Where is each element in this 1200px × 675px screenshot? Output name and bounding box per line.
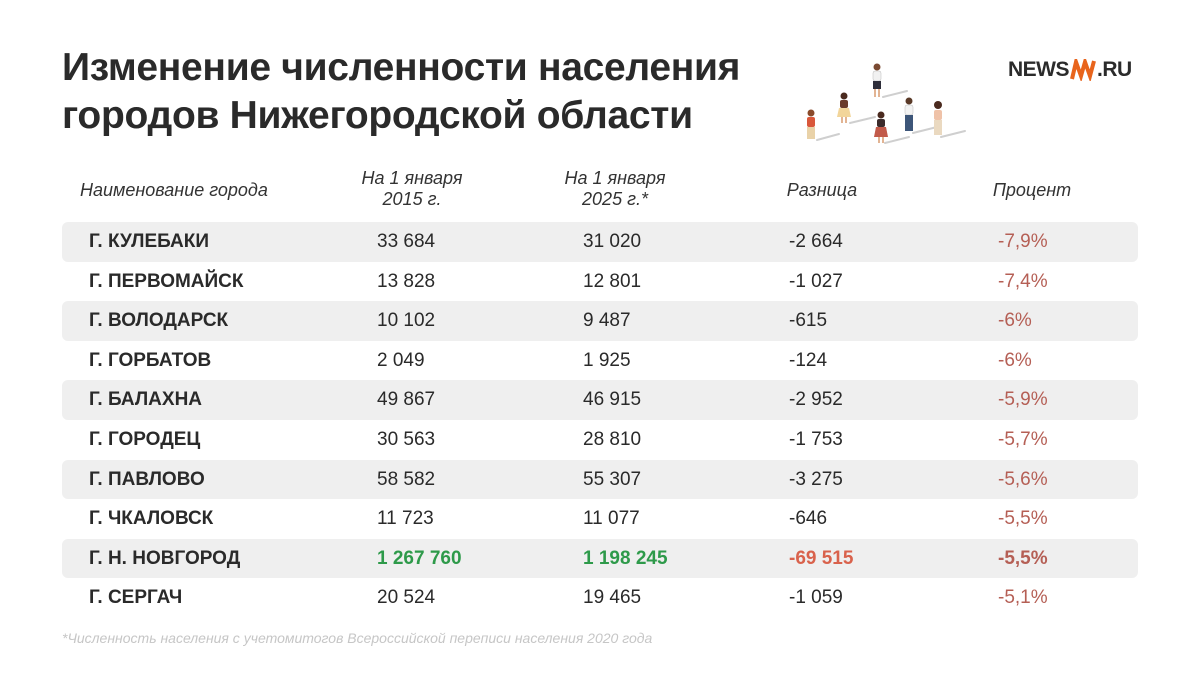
difference: -124	[789, 349, 828, 371]
header-pct: Процент	[962, 180, 1102, 201]
header-diff-text: Разница	[786, 180, 858, 200]
percent: -6%	[998, 349, 1032, 371]
population-2015: 11 723	[377, 508, 434, 530]
newsnn-logo[interactable]: NEWS .RU	[1008, 58, 1132, 82]
population-2025: 11 077	[583, 508, 640, 530]
header-city-name-text: Наименование города	[80, 180, 268, 200]
population-2015: 13 828	[377, 270, 436, 292]
table-row: Г. ЧКАЛОВСК 11 723 11 077 -646 -5,5%	[62, 499, 1138, 539]
city-name: Г. Н. НОВГОРОД	[89, 547, 241, 569]
table-row: Г. КУЛЕБАКИ 33 684 31 020 -2 664 -7,9%	[62, 222, 1138, 262]
difference: -69 515	[789, 547, 854, 569]
percent: -5,7%	[998, 428, 1048, 450]
population-2025: 55 307	[583, 468, 642, 490]
table-row: Г. ГОРБАТОВ 2 049 1 925 -124 -6%	[62, 341, 1138, 381]
population-2025: 1 198 245	[583, 547, 668, 569]
header-2025-line1: На 1 января	[564, 168, 666, 188]
difference: -1 027	[789, 270, 843, 292]
city-name: Г. ВОЛОДАРСК	[89, 310, 229, 332]
city-name: Г. ПАВЛОВО	[89, 468, 205, 490]
city-name: Г. КУЛЕБАКИ	[89, 231, 210, 252]
population-2015: 30 563	[377, 428, 436, 450]
city-name: Г. ПЕРВОМАЙСК	[89, 270, 244, 292]
difference: -646	[789, 508, 828, 530]
population-2015: 2 049	[377, 349, 425, 371]
population-2025: 46 915	[583, 389, 642, 411]
population-2015: 33 684	[377, 231, 436, 252]
header-2015-line2: 2015 г.	[382, 189, 442, 209]
header-diff: Разница	[752, 180, 892, 201]
percent: -7,4%	[998, 270, 1048, 292]
population-2025: 9 487	[583, 310, 631, 332]
percent: -5,1%	[998, 587, 1048, 609]
difference: -1 059	[789, 587, 843, 609]
page-title: Изменение численности населения городов …	[62, 44, 740, 140]
table-row-highlighted: Г. Н. НОВГОРОД 1 267 760 1 198 245 -69 5…	[62, 538, 1138, 579]
logo-suffix: .RU	[1097, 58, 1132, 81]
city-name: Г. СЕРГАЧ	[89, 587, 183, 609]
header-city-name: Наименование города	[80, 180, 320, 201]
difference: -615	[789, 310, 828, 332]
population-2015: 58 582	[377, 468, 436, 490]
percent: -5,5%	[998, 547, 1048, 569]
table-row: Г. ГОРОДЕЦ 30 563 28 810 -1 753 -5,7%	[62, 420, 1138, 460]
title-line-1: Изменение численности населения	[62, 46, 741, 89]
header-pct-text: Процент	[992, 180, 1072, 200]
table-body: Г. КУЛЕБАКИ 33 684 31 020 -2 664 -7,9% Г…	[62, 222, 1138, 618]
table-header: Наименование города На 1 января 2015 г. …	[62, 168, 1138, 212]
difference: -2 952	[789, 389, 843, 411]
percent: -6%	[998, 310, 1032, 332]
population-2025: 31 020	[583, 231, 642, 252]
footnote: *Численность населения с учетомитогов Вс…	[62, 630, 653, 646]
title-line-2: городов Нижегородской области	[62, 94, 693, 137]
population-2015: 20 524	[377, 587, 436, 609]
table-row: Г. СЕРГАЧ 20 524 19 465 -1 059 -5,1%	[62, 578, 1138, 618]
population-2025: 1 925	[583, 349, 631, 371]
population-2025: 12 801	[583, 270, 642, 292]
population-2025: 28 810	[583, 428, 642, 450]
people-group-icon	[807, 63, 966, 144]
header-2025-line2: 2025 г.*	[582, 189, 648, 209]
table-row: Г. ПАВЛОВО 58 582 55 307 -3 275 -5,6%	[62, 459, 1138, 500]
city-name: Г. ГОРОДЕЦ	[89, 428, 201, 450]
table-row: Г. ПЕРВОМАЙСК 13 828 12 801 -1 027 -7,4%	[62, 262, 1138, 302]
population-2015: 49 867	[377, 389, 436, 411]
city-name: Г. ЧКАЛОВСК	[89, 508, 214, 530]
percent: -7,9%	[998, 231, 1048, 252]
city-name: Г. БАЛАХНА	[89, 389, 203, 411]
percent: -5,6%	[998, 468, 1048, 490]
population-2025: 19 465	[583, 587, 642, 609]
percent: -5,9%	[998, 389, 1048, 411]
difference: -2 664	[789, 231, 843, 252]
percent: -5,5%	[998, 508, 1048, 530]
header-2025: На 1 января 2025 г.*	[540, 168, 690, 210]
population-2015: 1 267 760	[377, 547, 462, 569]
table-row: Г. БАЛАХНА 49 867 46 915 -2 952 -5,9%	[62, 380, 1138, 420]
nn-mark-icon	[1070, 59, 1096, 81]
difference: -3 275	[789, 468, 843, 490]
population-2015: 10 102	[377, 310, 436, 332]
table-row: Г. ВОЛОДАРСК 10 102 9 487 -615 -6%	[62, 301, 1138, 341]
logo-prefix: NEWS	[1008, 58, 1070, 81]
difference: -1 753	[789, 428, 843, 450]
header-2015-line1: На 1 января	[361, 168, 463, 188]
city-name: Г. ГОРБАТОВ	[89, 349, 212, 371]
header-2015: На 1 января 2015 г.	[337, 168, 487, 210]
